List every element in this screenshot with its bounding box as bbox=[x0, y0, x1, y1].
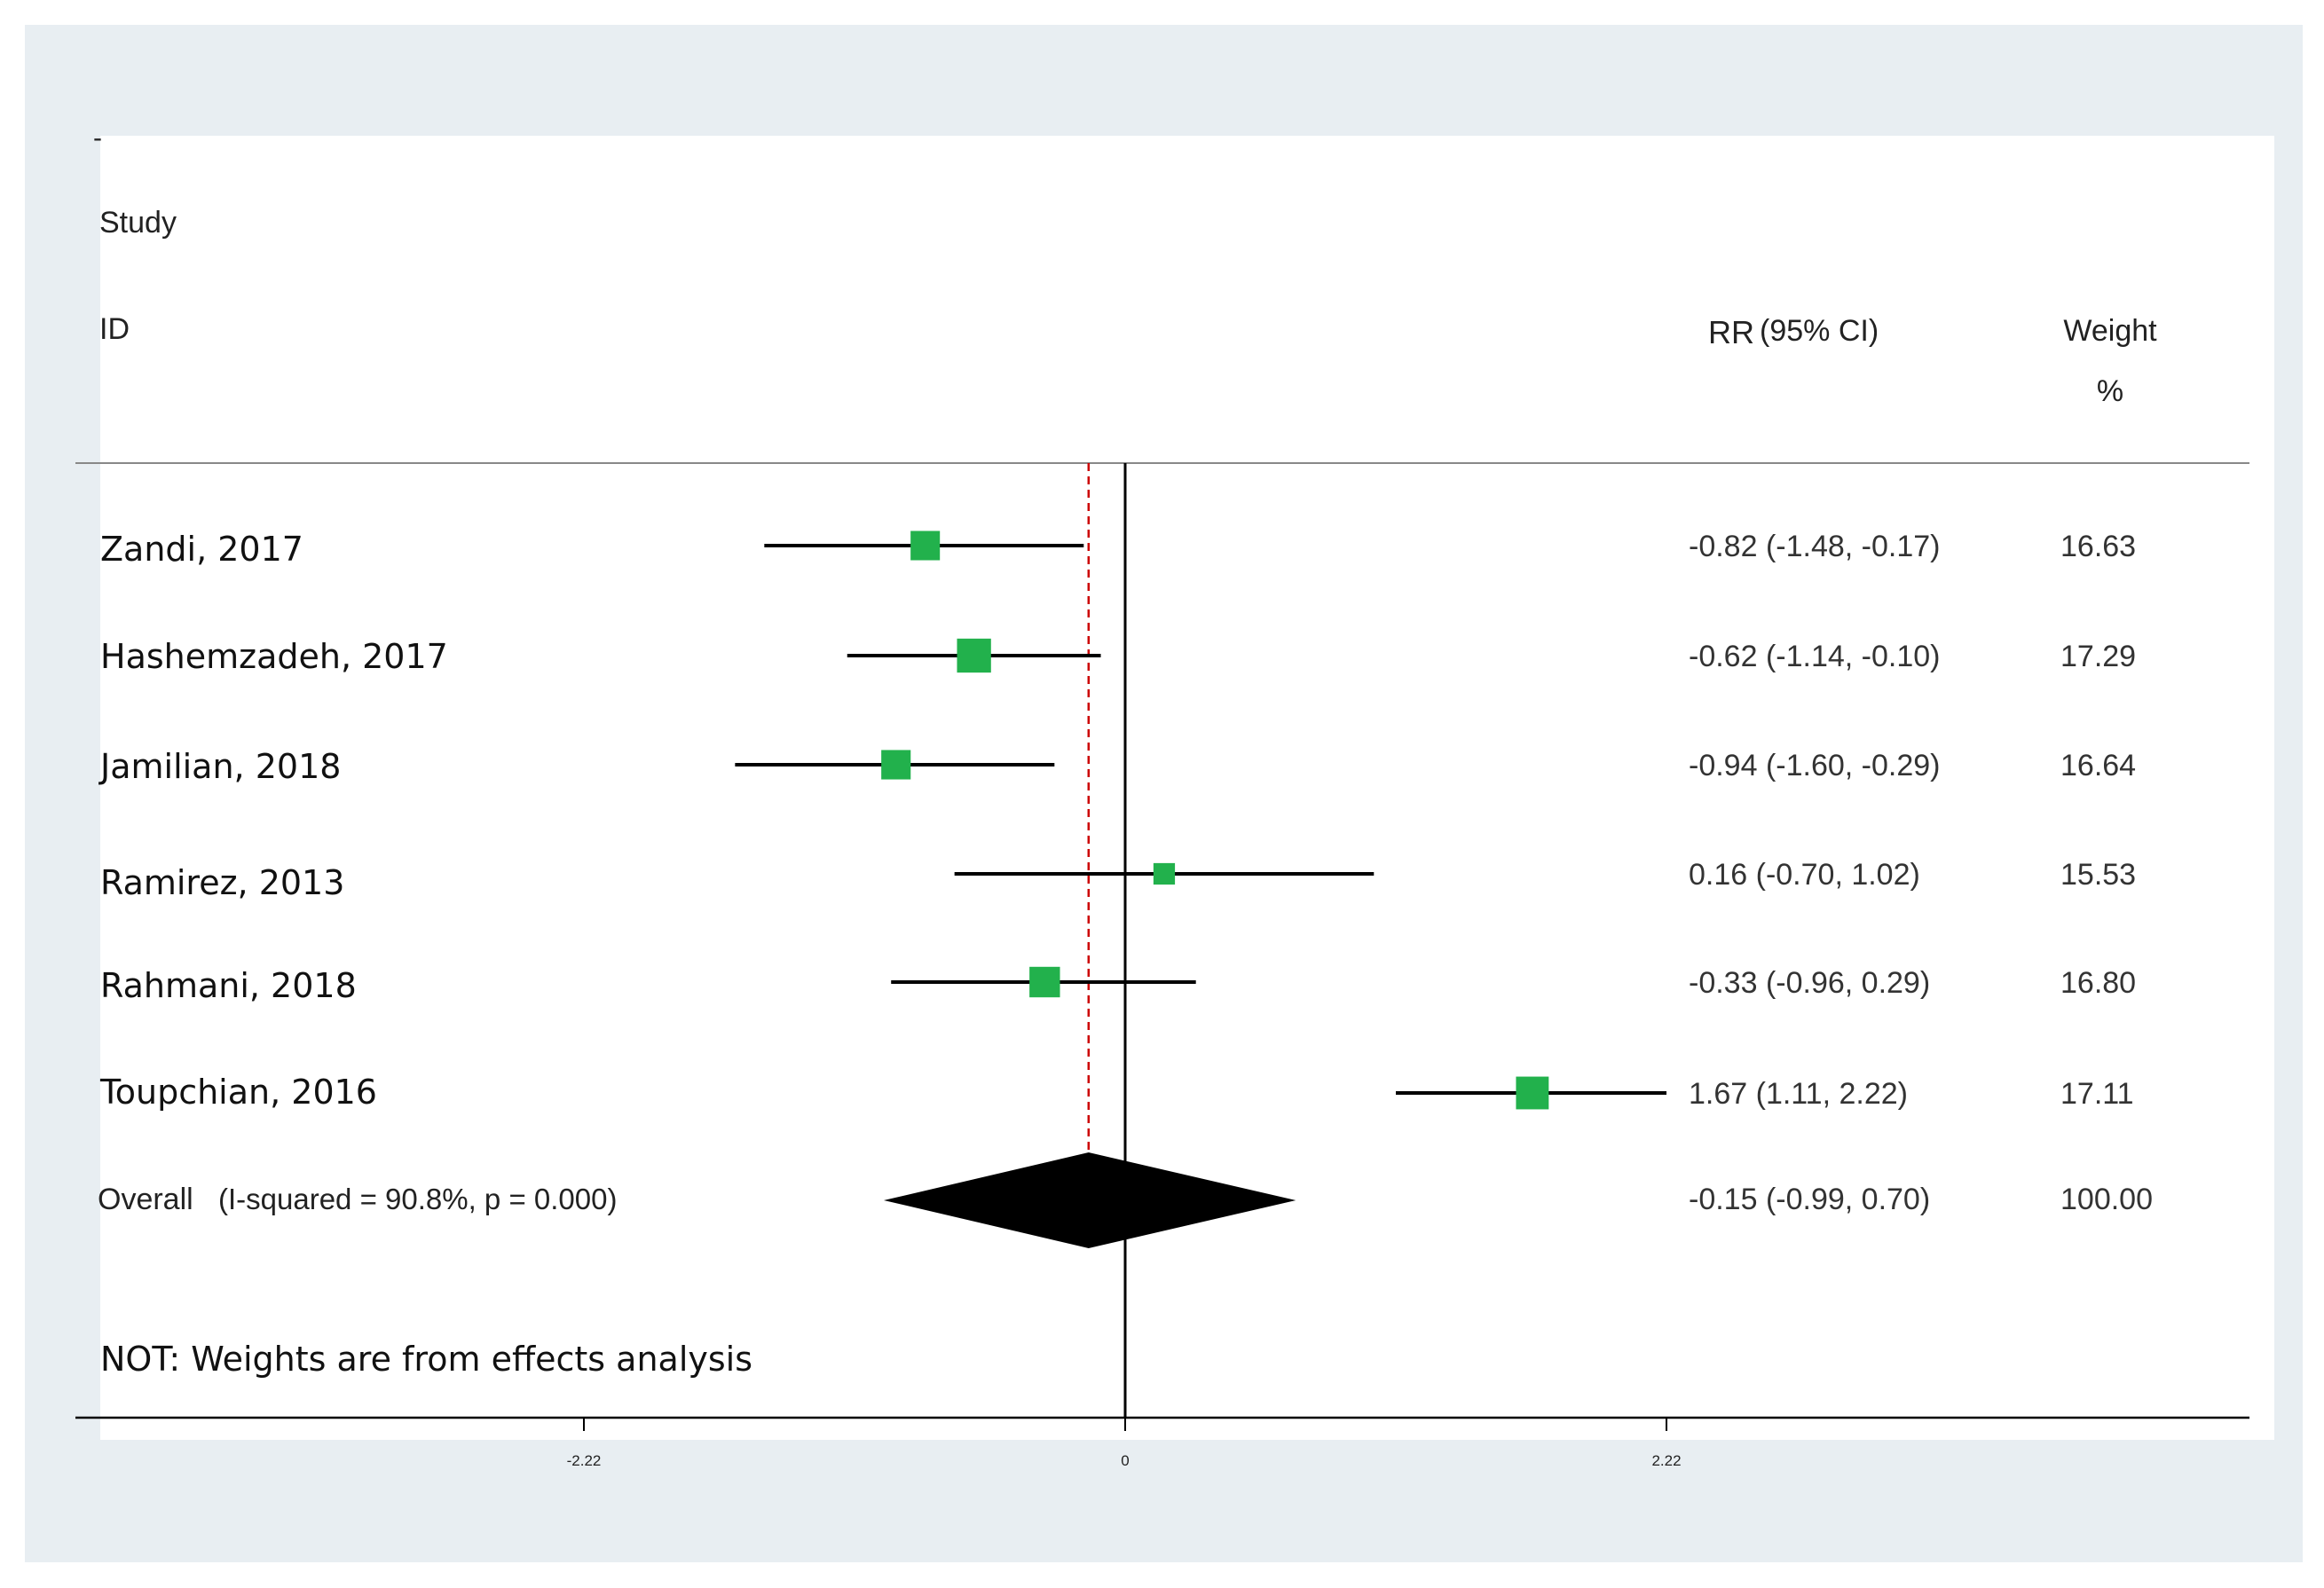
study-label: Jamilian, 2018 bbox=[98, 747, 341, 786]
study-weight: 16.64 bbox=[2060, 749, 2136, 782]
overall-weight: 100.00 bbox=[2060, 1183, 2153, 1216]
point-estimate-marker bbox=[910, 531, 941, 561]
study-label: Toupchian, 2016 bbox=[99, 1073, 377, 1112]
header-weight: Weight bbox=[2063, 314, 2157, 348]
study-label: Zandi, 2017 bbox=[100, 530, 303, 569]
x-axis-ticks: -2.22 0 2.22 bbox=[567, 1418, 1682, 1469]
study-label: Rahmani, 2018 bbox=[100, 966, 357, 1005]
study-ci-text: -0.33 (-0.96, 0.29) bbox=[1689, 966, 1930, 1000]
study-ci-text: -0.94 (-1.60, -0.29) bbox=[1689, 749, 1940, 782]
study-label: Ramirez, 2013 bbox=[100, 863, 344, 902]
x-tick-label: 0 bbox=[1121, 1452, 1129, 1469]
overall-diamond bbox=[883, 1152, 1296, 1248]
study-ci-text: 1.67 (1.11, 2.22) bbox=[1689, 1077, 1908, 1111]
study-row: Jamilian, 2018 -0.94 (-1.60, -0.29) 16.64 bbox=[98, 747, 2136, 786]
overall-ci-text: -0.15 (-0.99, 0.70) bbox=[1689, 1183, 1930, 1216]
study-weight: 15.53 bbox=[2060, 858, 2136, 892]
study-ci-text: -0.82 (-1.48, -0.17) bbox=[1689, 530, 1940, 563]
plot-background bbox=[25, 25, 2303, 1562]
study-label: Hashemzadeh, 2017 bbox=[100, 637, 448, 676]
overall-heterogeneity: (I-squared = 90.8%, p = 0.000) bbox=[218, 1183, 617, 1215]
study-row: Toupchian, 2016 1.67 (1.11, 2.22) 17.11 bbox=[99, 1073, 2134, 1112]
point-estimate-marker bbox=[881, 750, 911, 780]
study-weight: 17.11 bbox=[2060, 1077, 2134, 1111]
study-weight: 16.63 bbox=[2060, 530, 2136, 563]
study-ci-text: 0.16 (-0.70, 1.02) bbox=[1689, 858, 1920, 892]
header-weight-unit: % bbox=[2097, 374, 2123, 408]
study-row: Zandi, 2017 -0.82 (-1.48, -0.17) 16.63 bbox=[100, 530, 2136, 569]
study-row: Rahmani, 2018 -0.33 (-0.96, 0.29) 16.80 bbox=[100, 966, 2136, 1005]
point-estimate-marker bbox=[1516, 1076, 1549, 1110]
x-tick-label: -2.22 bbox=[567, 1452, 602, 1469]
study-ci-text: -0.62 (-1.14, -0.10) bbox=[1689, 640, 1940, 673]
study-row: Ramirez, 2013 0.16 (-0.70, 1.02) 15.53 bbox=[100, 858, 2136, 902]
header-id: ID bbox=[99, 312, 130, 346]
header-ci: (95% CI) bbox=[1760, 314, 1879, 348]
point-estimate-marker bbox=[1153, 862, 1176, 885]
x-tick-label: 2.22 bbox=[1651, 1452, 1681, 1469]
weights-note: NOT: Weights are from effects analysis bbox=[100, 1340, 752, 1379]
header-estimate: RR bbox=[1708, 314, 1754, 350]
study-row: Hashemzadeh, 2017 -0.62 (-1.14, -0.10) 17.… bbox=[100, 637, 2136, 676]
study-weight: 17.29 bbox=[2060, 640, 2136, 673]
point-estimate-marker bbox=[957, 638, 991, 673]
study-rows: Zandi, 2017 -0.82 (-1.48, -0.17) 16.63 Hash… bbox=[98, 530, 2136, 1112]
point-estimate-marker bbox=[1029, 966, 1060, 998]
overall-label: Overall bbox=[98, 1183, 193, 1216]
study-weight: 16.80 bbox=[2060, 966, 2136, 1000]
top-mark: - bbox=[93, 123, 102, 153]
header-study: Study bbox=[99, 206, 177, 240]
